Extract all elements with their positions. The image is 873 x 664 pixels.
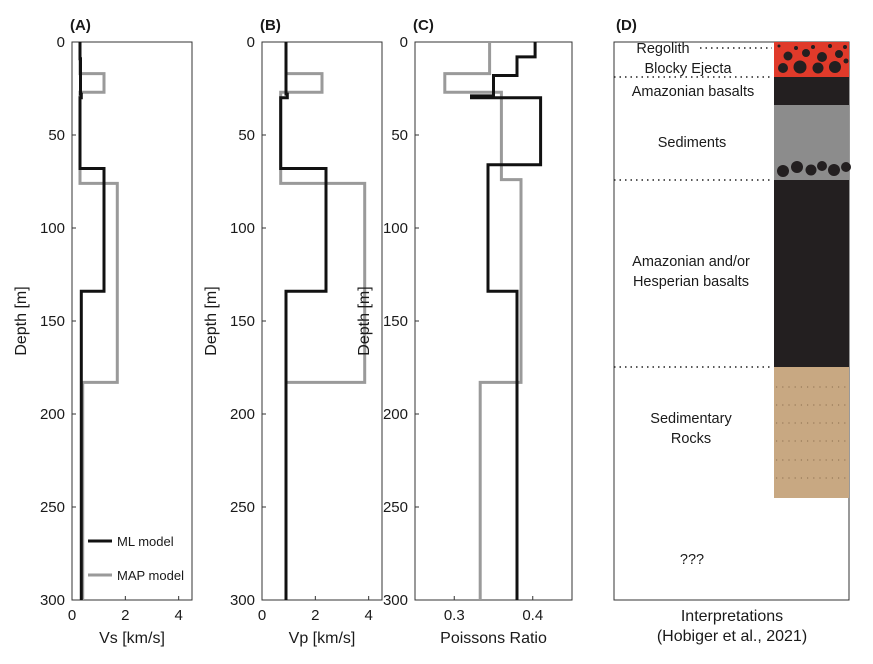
y-tick-label: 200 — [40, 406, 65, 423]
layer-amazonian-basalts — [774, 77, 849, 105]
y-axis-label: Depth [m] — [13, 286, 30, 355]
panel-label-d: (D) — [616, 17, 637, 34]
y-tick-label: 200 — [230, 406, 255, 423]
y-tick-label: 200 — [383, 406, 408, 423]
y-axis-label: Depth [m] — [203, 286, 220, 355]
label-sediments: Sediments — [658, 135, 727, 151]
label-basalts-line1: Amazonian and/or — [632, 254, 750, 270]
x-axis-label: Poissons Ratio — [440, 630, 547, 647]
y-tick-label: 50 — [48, 127, 65, 144]
y-tick-label: 150 — [383, 313, 408, 330]
x-tick-label: 0.3 — [444, 607, 465, 624]
panel-label: (B) — [260, 17, 281, 34]
y-tick-label: 0 — [57, 34, 65, 51]
series-line-map-model — [78, 42, 119, 600]
y-tick-label: 100 — [230, 220, 255, 237]
plot-frame — [414, 41, 573, 601]
y-tick-label: 150 — [230, 313, 255, 330]
label-unknown: ??? — [680, 552, 704, 568]
series-line-ml-model — [78, 42, 106, 600]
y-tick-label: 100 — [383, 220, 408, 237]
legend-entry: ML model — [117, 534, 174, 549]
y-tick-label: 300 — [40, 592, 65, 609]
y-tick-label: 250 — [40, 499, 65, 516]
x-axis-label: Vs [km/s] — [99, 630, 165, 647]
y-tick-label: 50 — [391, 127, 408, 144]
panel-d-xlabel-line1: Interpretations — [681, 608, 783, 625]
series-line-map-model — [279, 42, 367, 600]
sediment-pebbles — [777, 161, 851, 177]
panel-label: (C) — [413, 17, 434, 34]
legend-entry: MAP model — [117, 568, 184, 583]
label-regolith: Regolith — [636, 41, 689, 57]
legend: ML model MAP model — [88, 534, 184, 583]
label-amazonian-basalts: Amazonian basalts — [632, 84, 755, 100]
y-tick-label: 50 — [238, 127, 255, 144]
x-tick-label: 0 — [68, 607, 76, 624]
y-tick-label: 0 — [400, 34, 408, 51]
panel-d-interpretations: (D) — [613, 17, 851, 645]
layer-sedimentary-rocks — [774, 367, 849, 498]
y-tick-label: 0 — [247, 34, 255, 51]
label-rocks-line2: Rocks — [671, 431, 711, 447]
y-tick-label: 250 — [383, 499, 408, 516]
x-tick-label: 4 — [174, 607, 182, 624]
panel-d-xlabel-line2: (Hobiger et al., 2021) — [657, 628, 807, 645]
series-line-ml-model — [279, 42, 328, 600]
x-axis-label: Vp [km/s] — [289, 630, 356, 647]
label-blocky-ejecta: Blocky Ejecta — [644, 61, 732, 77]
x-tick-label: 0.4 — [522, 607, 543, 624]
x-tick-label: 4 — [364, 607, 372, 624]
x-tick-label: 0 — [258, 607, 266, 624]
y-axis-label: Depth [m] — [356, 286, 373, 355]
plot-frame — [71, 41, 193, 601]
layer-amazonian-hesperian-basalts — [774, 180, 849, 367]
series-line-ml-model — [470, 42, 543, 600]
y-tick-label: 250 — [230, 499, 255, 516]
label-basalts-line2: Hesperian basalts — [633, 274, 749, 290]
series-line-map-model — [443, 42, 523, 600]
x-tick-label: 2 — [121, 607, 129, 624]
x-tick-label: 2 — [311, 607, 319, 624]
y-tick-label: 300 — [383, 592, 408, 609]
y-tick-label: 100 — [40, 220, 65, 237]
boundary-lines — [614, 47, 772, 368]
ejecta-blocks — [777, 44, 849, 74]
label-rocks-line1: Sedimentary — [650, 411, 732, 427]
y-tick-label: 300 — [230, 592, 255, 609]
y-tick-label: 150 — [40, 313, 65, 330]
panel-label: (A) — [70, 17, 91, 34]
panel-c: 0 50 100 150 200 250 300 0.3 0.4 (C) Poissons Rati… — [356, 17, 573, 647]
